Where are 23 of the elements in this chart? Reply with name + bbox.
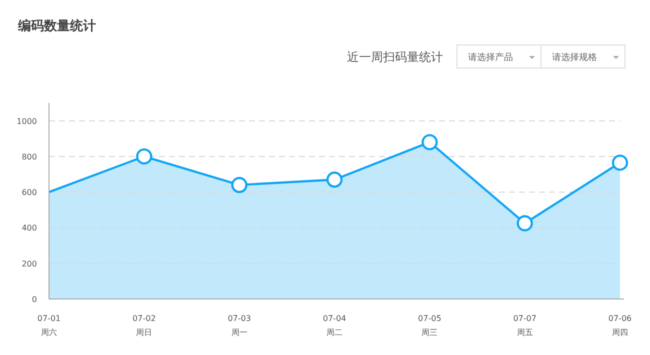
point: [136, 148, 152, 165]
y-tick-label: 600: [22, 188, 37, 198]
x-tick-label: 07-04 周二: [322, 314, 346, 337]
point: [422, 134, 438, 150]
point: [516, 215, 533, 232]
y-tick-label: 200: [22, 259, 37, 268]
chart-title: 编码数量统计: [17, 18, 96, 34]
point: [612, 154, 628, 171]
y-tick-label: 0: [32, 295, 37, 304]
point: [231, 176, 248, 194]
y-tick-label: 400: [22, 224, 37, 233]
text: 请选择规格: [552, 52, 597, 63]
point: [326, 172, 343, 188]
chart-subtitle: 近一周扫码量统计: [347, 50, 443, 64]
x-tick-label: 07-02 周日: [132, 314, 156, 337]
text: 请选择产品: [468, 52, 513, 63]
y-tick-label: 1000: [16, 116, 37, 126]
y-tick-label: 800: [22, 152, 37, 162]
x-tick-label: 07-06 周四: [608, 314, 632, 337]
x-tick-label: 07-07 周五: [513, 314, 536, 337]
x-tick-label: 07-05 周三: [418, 314, 442, 337]
x-tick-label: 07-01 周六: [37, 314, 61, 337]
x-tick-label: 07-03 周一: [228, 314, 251, 337]
